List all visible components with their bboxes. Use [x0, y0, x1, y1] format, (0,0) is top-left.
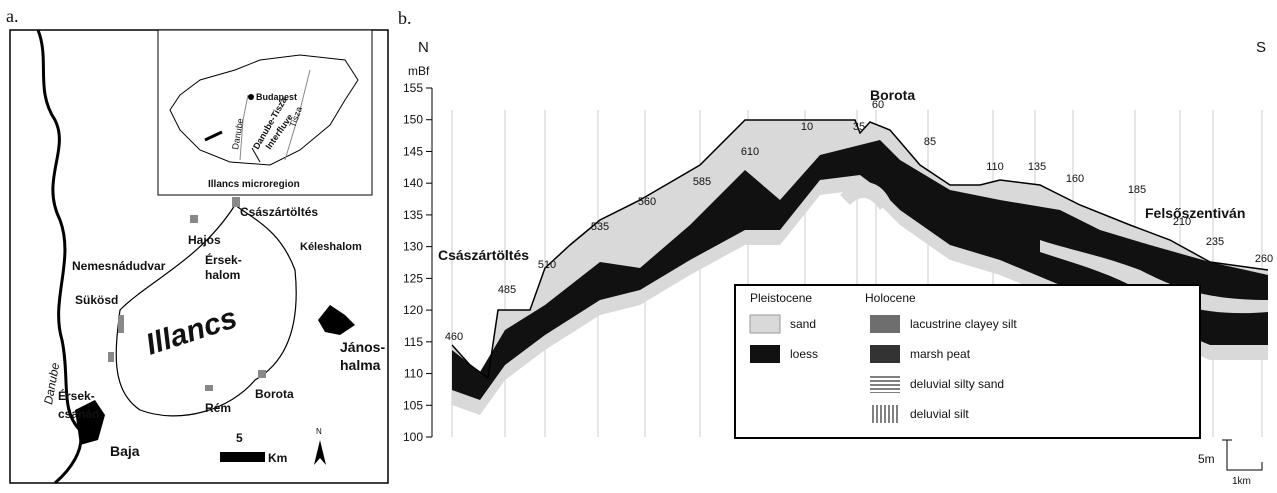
point-label: 135	[1028, 161, 1046, 173]
place-label: Borota	[255, 387, 294, 401]
unit-label: mBf	[408, 64, 430, 78]
page: {"panel_a": {"label": "a.", "inset": {"b…	[0, 0, 1277, 488]
y-ticks: 100 105 110 115 120 125 130 135 140 145 150 155	[403, 81, 432, 444]
place-label: Érsek-	[58, 388, 95, 403]
y-tick-label: 155	[403, 81, 423, 95]
place-label: Császártöltés	[240, 205, 318, 219]
janoshalma-area	[318, 305, 355, 335]
point-label: 35	[853, 121, 865, 133]
place-label: Sükösd	[75, 293, 118, 307]
point-label: 460	[445, 331, 463, 343]
y-tick-label: 145	[403, 144, 423, 158]
point-label: 235	[1206, 236, 1224, 248]
y-tick-label: 150	[403, 113, 423, 127]
place-label: halom	[205, 268, 240, 282]
scale-value: 5	[236, 431, 243, 445]
scale-bracket	[1222, 440, 1262, 470]
north-arrow	[314, 440, 326, 465]
point-label: 510	[538, 259, 556, 271]
direction-label: S	[1256, 39, 1266, 56]
inset-frame	[158, 30, 372, 195]
legend-swatch	[750, 315, 780, 333]
place-label: Kéleshalom	[300, 241, 362, 253]
point-label: 485	[498, 284, 516, 296]
legend-label: deluvial silty sand	[910, 377, 1004, 391]
budapest-dot	[248, 94, 254, 100]
y-tick-label: 110	[404, 367, 423, 381]
legend-label: deluvial silt	[910, 407, 969, 421]
y-tick-label: 125	[403, 271, 423, 285]
legend-heading: Holocene	[865, 291, 916, 305]
y-tick-label: 105	[403, 398, 423, 412]
legend-swatch	[870, 345, 900, 363]
settlement	[108, 352, 114, 362]
point-label: 560	[638, 196, 656, 208]
point-label: 535	[591, 221, 609, 233]
legend-swatch	[870, 315, 900, 333]
y-tick-label: 100	[403, 430, 423, 444]
place-label: Borota	[870, 87, 915, 103]
place-label: Nemesnádudvar	[72, 259, 166, 273]
place-label: János-	[340, 339, 385, 355]
north-label: N	[316, 427, 322, 436]
y-tick-label: 120	[403, 303, 423, 317]
inset-label: Illancs microregion	[208, 179, 300, 190]
point-label: 10	[801, 121, 813, 133]
place-label: Baja	[110, 443, 140, 459]
settlements	[108, 197, 266, 391]
scale-unit: Km	[268, 451, 287, 465]
place-label: csanád	[58, 407, 99, 421]
place-label: Hajós	[188, 233, 221, 247]
settlement	[232, 197, 240, 207]
scale-bar	[220, 452, 265, 462]
y-tick-label: 130	[403, 240, 423, 254]
settlement	[258, 370, 266, 378]
scale-label: 5m	[1198, 452, 1215, 466]
point-label: 185	[1128, 184, 1146, 196]
place-label: Felsőszentiván	[1145, 205, 1245, 221]
legend-label: loess	[790, 347, 818, 361]
legend-heading: Pleistocene	[750, 291, 812, 305]
direction-label: N	[418, 39, 429, 56]
legend-label: marsh peat	[910, 347, 971, 361]
point-label: 260	[1255, 253, 1273, 265]
legend-swatch	[870, 375, 900, 393]
place-label: Rém	[205, 401, 231, 415]
legend-swatch	[870, 405, 900, 423]
settlement	[190, 215, 198, 223]
point-label: 585	[693, 176, 711, 188]
scale-label: 1km	[1232, 476, 1251, 487]
figure: a. Budapest Danube Danube-Tisza Interflu…	[0, 0, 1277, 488]
place-label: Érsek-	[205, 252, 242, 267]
legend-label: lacustrine clayey silt	[910, 317, 1017, 331]
point-label: 610	[741, 146, 759, 158]
y-tick-label: 135	[403, 208, 423, 222]
place-label: Császártöltés	[438, 247, 529, 263]
legend-label: sand	[790, 317, 816, 331]
y-tick-label: 140	[403, 176, 423, 190]
point-label: 110	[986, 161, 1004, 173]
point-label: 160	[1066, 173, 1084, 185]
place-label: halma	[340, 357, 381, 373]
y-tick-label: 115	[404, 335, 423, 349]
settlement	[118, 315, 124, 333]
panel-label: a.	[6, 6, 19, 26]
settlement	[205, 385, 213, 391]
panel-label: b.	[398, 8, 412, 28]
region-label: Illancs	[142, 301, 241, 361]
point-label: 85	[924, 136, 936, 148]
legend-swatch	[750, 345, 780, 363]
